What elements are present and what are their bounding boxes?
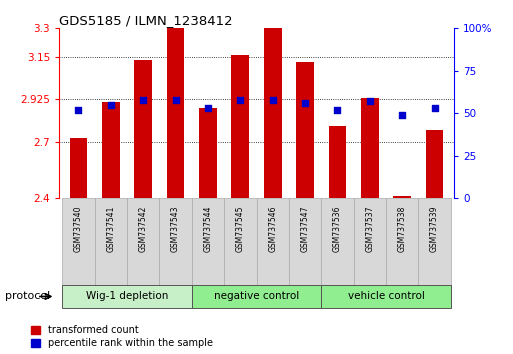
- Bar: [256, 198, 289, 285]
- Bar: [224, 198, 256, 285]
- Bar: [426, 130, 443, 198]
- Bar: [192, 285, 321, 308]
- Bar: [102, 102, 120, 198]
- Text: vehicle control: vehicle control: [348, 291, 424, 302]
- Bar: [321, 285, 451, 308]
- Bar: [296, 62, 314, 198]
- Bar: [231, 55, 249, 198]
- Bar: [328, 126, 346, 198]
- Bar: [192, 198, 224, 285]
- Point: [301, 100, 309, 106]
- Bar: [393, 196, 411, 198]
- Text: GSM737541: GSM737541: [106, 205, 115, 252]
- Text: GSM737537: GSM737537: [365, 205, 374, 252]
- Point: [269, 97, 277, 103]
- Text: GSM737546: GSM737546: [268, 205, 277, 252]
- Text: GSM737536: GSM737536: [333, 205, 342, 252]
- Text: GSM737545: GSM737545: [236, 205, 245, 252]
- Bar: [353, 198, 386, 285]
- Bar: [264, 28, 282, 198]
- Legend: transformed count, percentile rank within the sample: transformed count, percentile rank withi…: [30, 324, 214, 349]
- Bar: [70, 138, 87, 198]
- Point: [430, 105, 439, 111]
- Bar: [386, 198, 419, 285]
- Text: GSM737542: GSM737542: [139, 205, 148, 252]
- Point: [366, 98, 374, 104]
- Text: GSM737540: GSM737540: [74, 205, 83, 252]
- Bar: [167, 28, 185, 198]
- Point: [107, 102, 115, 108]
- Bar: [62, 198, 94, 285]
- Bar: [62, 285, 192, 308]
- Text: GSM737544: GSM737544: [204, 205, 212, 252]
- Text: GSM737547: GSM737547: [301, 205, 309, 252]
- Bar: [361, 98, 379, 198]
- Point: [74, 107, 83, 113]
- Text: GSM737543: GSM737543: [171, 205, 180, 252]
- Text: GDS5185 / ILMN_1238412: GDS5185 / ILMN_1238412: [59, 14, 232, 27]
- Point: [139, 97, 147, 103]
- Point: [204, 105, 212, 111]
- Bar: [134, 61, 152, 198]
- Bar: [94, 198, 127, 285]
- Bar: [160, 198, 192, 285]
- Text: protocol: protocol: [5, 291, 50, 302]
- Bar: [419, 198, 451, 285]
- Bar: [199, 108, 217, 198]
- Point: [333, 107, 342, 113]
- Text: GSM737539: GSM737539: [430, 205, 439, 252]
- Text: negative control: negative control: [214, 291, 299, 302]
- Text: GSM737538: GSM737538: [398, 205, 407, 252]
- Bar: [321, 198, 353, 285]
- Point: [236, 97, 244, 103]
- Point: [398, 112, 406, 118]
- Bar: [127, 198, 160, 285]
- Bar: [289, 198, 321, 285]
- Text: Wig-1 depletion: Wig-1 depletion: [86, 291, 168, 302]
- Point: [171, 97, 180, 103]
